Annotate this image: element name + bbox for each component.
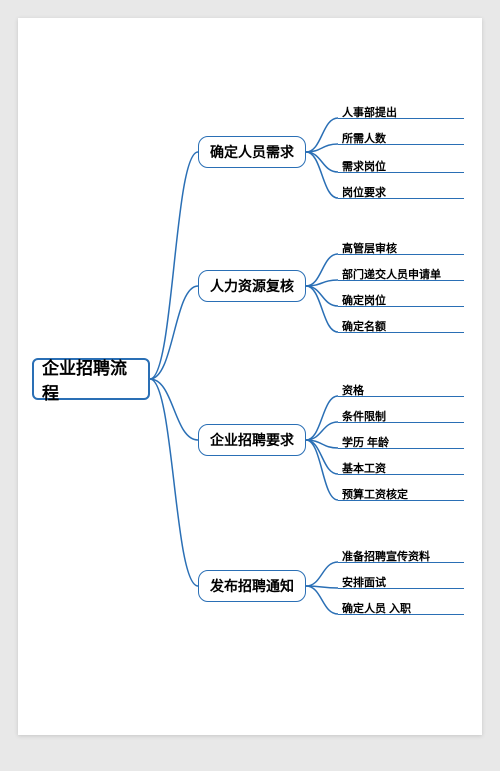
- leaf-node: 准备招聘宣传资料: [342, 548, 430, 564]
- leaf-label: 确定名额: [342, 321, 386, 333]
- leaf-label: 基本工资: [342, 463, 386, 475]
- branch-label: 人力资源复核: [210, 276, 294, 296]
- root-node: 企业招聘流程: [32, 358, 150, 400]
- leaf-node: 需求岗位: [342, 158, 386, 174]
- leaf-node: 人事部提出: [342, 104, 397, 120]
- leaf-label: 安排面试: [342, 577, 386, 589]
- leaf-label: 准备招聘宣传资料: [342, 551, 430, 563]
- leaf-label: 部门递交人员申请单: [342, 269, 441, 281]
- leaf-label: 预算工资核定: [342, 489, 408, 501]
- leaf-label: 条件限制: [342, 411, 386, 423]
- leaf-node: 确定名额: [342, 318, 386, 334]
- leaf-label: 确定人员 入职: [342, 603, 411, 615]
- branch-node: 企业招聘要求: [198, 424, 306, 456]
- leaf-node: 所需人数: [342, 130, 386, 146]
- leaf-label: 人事部提出: [342, 107, 397, 119]
- leaf-node: 预算工资核定: [342, 486, 408, 502]
- leaf-node: 高管层审核: [342, 240, 397, 256]
- leaf-label: 需求岗位: [342, 161, 386, 173]
- leaf-node: 确定岗位: [342, 292, 386, 308]
- branch-label: 企业招聘要求: [210, 430, 294, 450]
- root-label: 企业招聘流程: [42, 354, 140, 404]
- leaf-node: 安排面试: [342, 574, 386, 590]
- leaf-label: 资格: [342, 385, 364, 397]
- branch-node: 发布招聘通知: [198, 570, 306, 602]
- branch-label: 发布招聘通知: [210, 576, 294, 596]
- leaf-label: 所需人数: [342, 133, 386, 145]
- leaf-node: 部门递交人员申请单: [342, 266, 441, 282]
- leaf-node: 学历 年龄: [342, 434, 389, 450]
- leaf-label: 岗位要求: [342, 187, 386, 199]
- leaf-node: 条件限制: [342, 408, 386, 424]
- leaf-node: 基本工资: [342, 460, 386, 476]
- branch-node: 确定人员需求: [198, 136, 306, 168]
- leaf-node: 岗位要求: [342, 184, 386, 200]
- leaf-node: 资格: [342, 382, 364, 398]
- branch-label: 确定人员需求: [210, 142, 294, 162]
- branch-node: 人力资源复核: [198, 270, 306, 302]
- leaf-label: 确定岗位: [342, 295, 386, 307]
- leaf-label: 学历 年龄: [342, 437, 389, 449]
- mindmap-page: 企业招聘流程 确定人员需求 人事部提出所需人数需求岗位岗位要求人力资源复核 高管层审…: [18, 18, 482, 735]
- leaf-label: 高管层审核: [342, 243, 397, 255]
- leaf-node: 确定人员 入职: [342, 600, 411, 616]
